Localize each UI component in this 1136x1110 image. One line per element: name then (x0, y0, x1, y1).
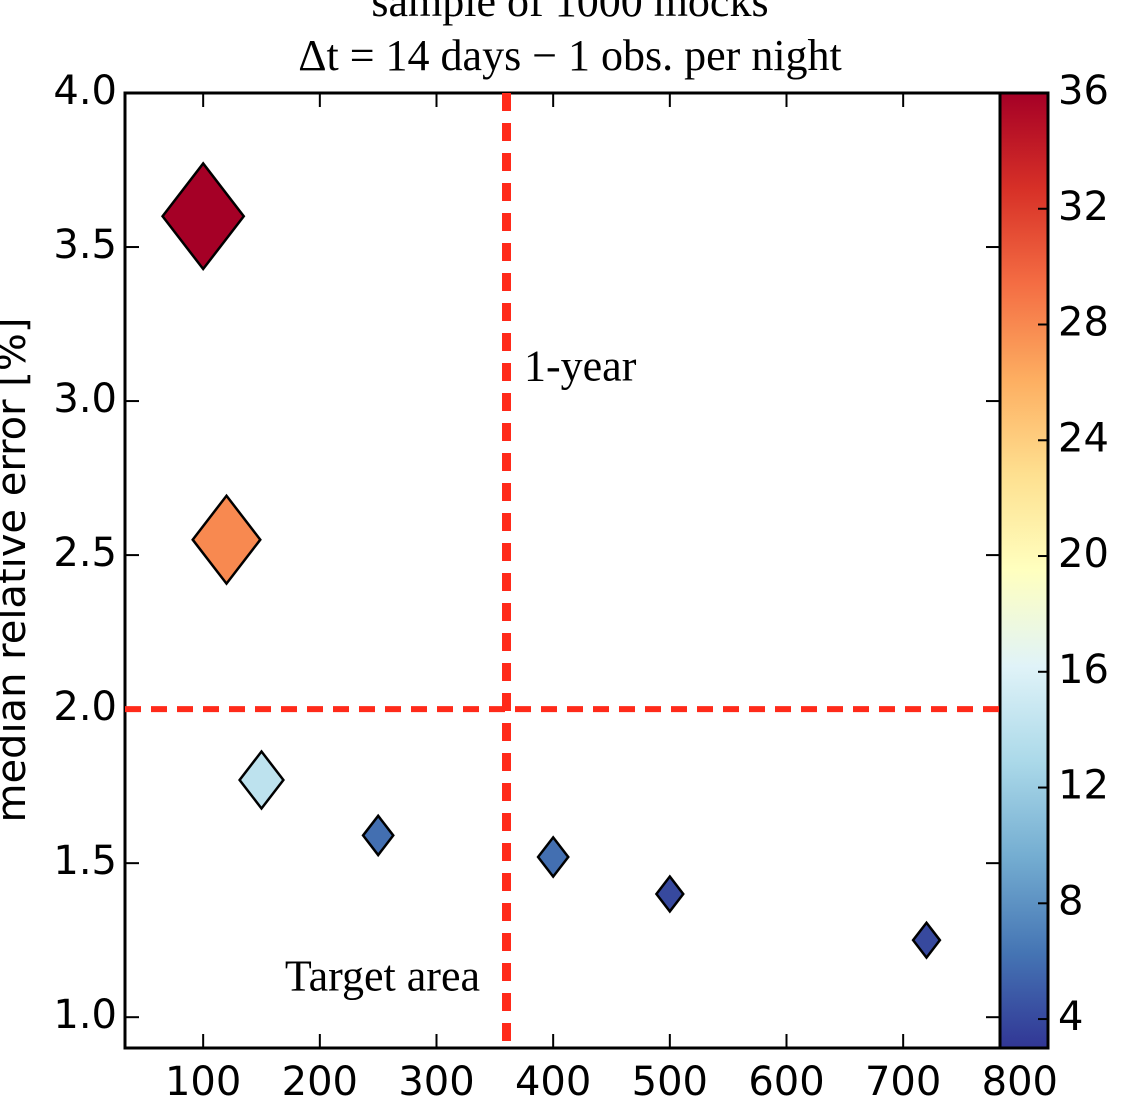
x-tick-label: 800 (982, 1059, 1058, 1105)
colorbar-tick-label: 32 (1058, 184, 1109, 230)
x-tick-label: 200 (282, 1059, 358, 1105)
colorbar-tick-label: 28 (1058, 300, 1109, 346)
y-tick-label: 2.0 (53, 684, 117, 730)
colorbar-tick-label: 36 (1058, 68, 1109, 114)
diamond-marker (361, 813, 395, 858)
colorbar-tick-label: 12 (1058, 763, 1109, 809)
x-tick-label: 700 (865, 1059, 941, 1105)
y-tick-label: 3.5 (53, 222, 117, 268)
colorbar (998, 91, 1050, 1050)
colorbar-tick-label: 24 (1058, 415, 1109, 461)
annotation: 1-year (524, 341, 637, 390)
y-tick-label: 2.5 (53, 530, 117, 576)
x-tick-label: 100 (165, 1059, 241, 1105)
colorbar-tick-label: 4 (1058, 994, 1083, 1040)
annotation: Target area (285, 951, 480, 1000)
diamond-marker (654, 874, 685, 914)
diamond-marker (238, 749, 285, 811)
diamond-marker (160, 161, 246, 272)
plot-frame (123, 91, 1002, 1050)
diamond-marker (191, 493, 262, 586)
y-tick-label: 1.0 (53, 992, 117, 1038)
diamond-marker (911, 920, 942, 960)
x-tick-label: 300 (398, 1059, 474, 1105)
colorbar-tick-label: 20 (1058, 531, 1109, 577)
chart-subtitle: Δt = 14 days − 1 obs. per night (298, 31, 842, 80)
y-axis-label: median relative error [%] (0, 317, 35, 822)
colorbar-tick-label: 8 (1058, 878, 1083, 924)
y-tick-label: 3.0 (53, 376, 117, 422)
y-tick-label: 4.0 (53, 68, 117, 114)
colorbar-tick-label: 16 (1058, 647, 1109, 693)
chart-title: sample of 1000 mocks (371, 0, 768, 26)
x-tick-label: 500 (632, 1059, 708, 1105)
diamond-marker (536, 835, 570, 879)
y-tick-label: 1.5 (53, 838, 117, 884)
x-tick-label: 400 (515, 1059, 591, 1105)
x-tick-label: 600 (748, 1059, 824, 1105)
